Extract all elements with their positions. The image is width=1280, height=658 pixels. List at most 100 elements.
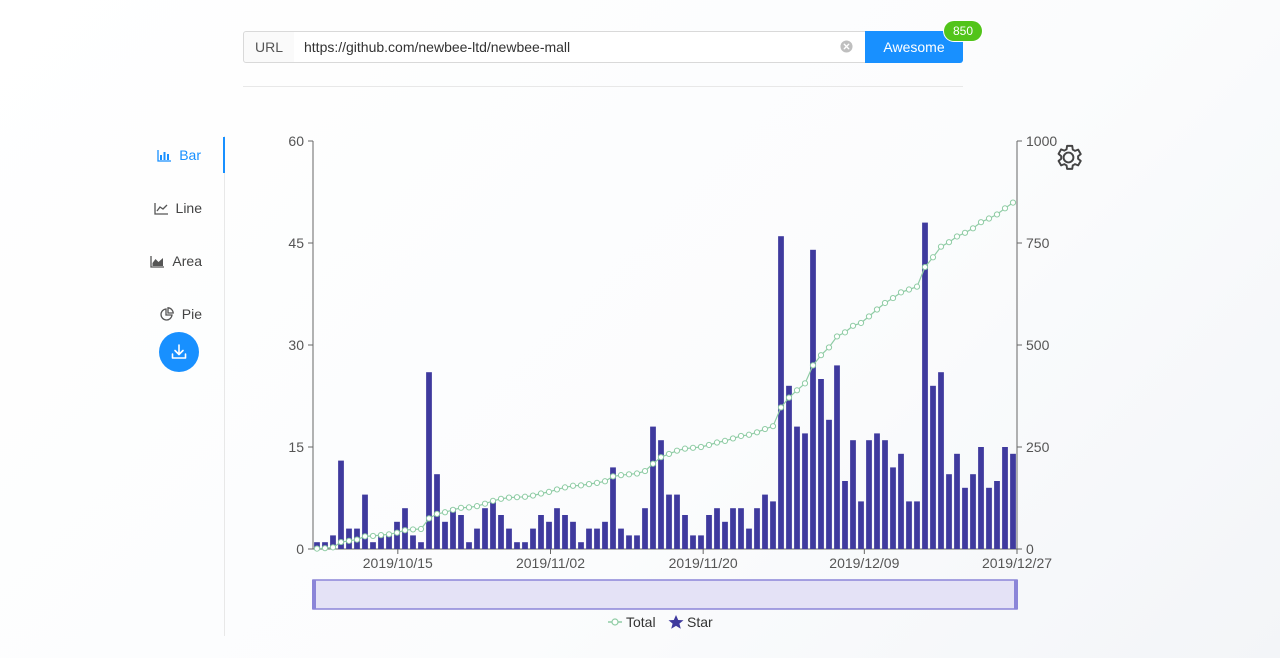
star-bar [794,426,800,549]
tab-area[interactable]: Area [104,243,224,279]
star-bar [874,433,880,549]
total-point [561,484,569,491]
x-tick-label: 2019/10/15 [363,555,433,571]
star-bar [554,508,560,549]
tab-label: Pie [181,306,202,322]
star-bar [826,419,832,549]
total-point [465,504,473,511]
star-bar [730,508,736,549]
tab-label: Bar [179,147,201,163]
total-point [353,536,361,543]
star-bar [650,426,656,549]
star-bar [930,385,936,549]
star-bar [618,528,624,549]
total-point [849,322,857,329]
zoom-slider [312,579,1018,610]
star-bar [450,508,456,549]
y-left-tick-label: 15 [288,439,304,455]
star-bar [906,501,912,549]
total-point [905,286,913,293]
total-point [329,544,337,551]
total-point [689,444,697,451]
total-point [609,473,617,480]
y-right-tick-label: 0 [1026,541,1034,557]
zoom-handle-right[interactable] [1014,580,1018,609]
tab-pie[interactable]: Pie [104,296,224,332]
star-bar [514,542,520,549]
total-point [577,482,585,489]
total-point [777,404,785,411]
star-bar [922,222,928,549]
total-point [681,445,689,452]
area-chart-icon [150,256,165,268]
star-bar [530,528,536,549]
total-point [761,425,769,433]
clear-icon[interactable] [840,40,853,53]
url-bar: URL Awesome 850 [243,21,982,63]
tab-line[interactable]: Line [104,190,224,226]
star-bar [522,542,528,549]
total-point [569,482,577,489]
star-bar [442,521,448,549]
star-bar [562,515,568,549]
star-bar [946,474,952,549]
star-bar [722,521,728,549]
star-bar [426,372,432,549]
total-point [793,387,801,394]
total-point [665,450,673,458]
star-bar [458,515,464,549]
total-point [537,490,545,497]
total-point [833,333,841,340]
total-point [873,306,881,313]
total-point [601,478,609,485]
star-bar [706,515,712,549]
star-bar [994,481,1000,549]
tab-label: Line [175,200,202,216]
total-point [769,423,777,430]
chart-type-tabs: Bar Line Area Pie [0,136,225,636]
tab-bar[interactable]: Bar [105,137,225,173]
total-point [809,362,817,369]
legend-star-label: Star [687,614,713,630]
x-tick-label: 2019/11/20 [669,555,738,571]
star-bar [642,508,648,549]
download-button[interactable] [159,332,199,372]
total-point [945,239,953,246]
total-point [705,441,713,449]
total-point [841,329,849,336]
total-point [737,432,745,440]
star-bar [714,508,720,549]
total-point [369,532,377,540]
total-point [937,243,945,250]
star-bar [898,453,904,549]
total-point [489,497,497,504]
star-bar [914,501,920,549]
star-bar [738,508,744,549]
star-bar [1010,453,1016,549]
total-point [361,533,369,540]
gear-icon[interactable] [1053,142,1084,173]
total-point [417,525,425,533]
x-tick-label: 2019/12/27 [982,555,1052,571]
total-point [825,344,833,351]
star-bar [578,542,584,549]
star-bar [834,365,840,549]
y-left-tick-label: 0 [296,541,304,557]
total-point [785,394,793,401]
total-point [913,283,921,290]
total-point [625,471,633,478]
total-point [673,447,681,454]
total-point [345,537,353,544]
zoom-handle-left[interactable] [312,580,316,609]
total-point [865,313,873,320]
total-point [985,215,993,222]
download-icon [171,344,187,359]
star-bar [882,440,888,549]
total-point [521,493,529,500]
star-bar [762,494,768,549]
total-point [729,435,737,442]
star-bar [338,460,344,549]
total-point [881,299,889,307]
y-left-tick-label: 60 [288,133,304,149]
